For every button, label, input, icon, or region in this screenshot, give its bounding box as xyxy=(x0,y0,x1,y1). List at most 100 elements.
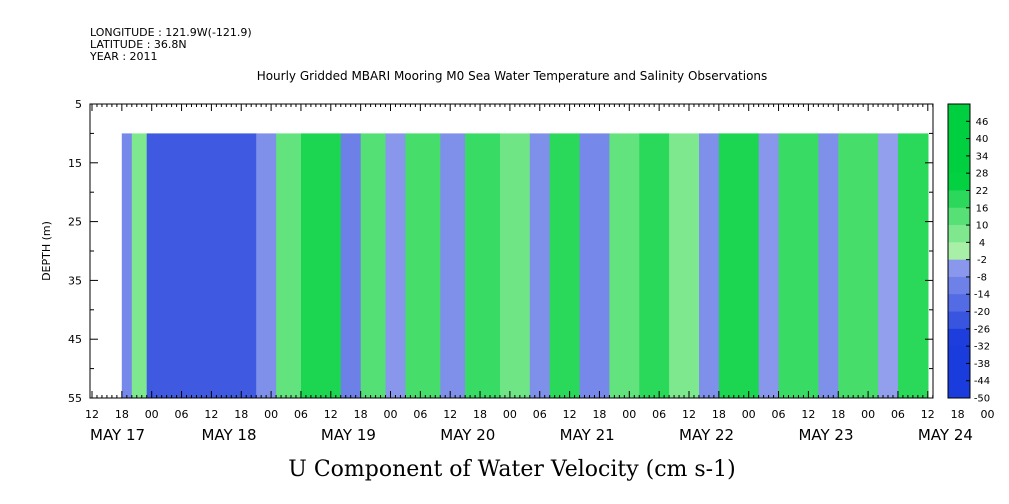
colorbar-tick-label: 34 xyxy=(976,151,989,162)
x-date-label: MAY 20 xyxy=(440,426,495,444)
y-axis-label: DEPTH (m) xyxy=(40,221,53,281)
colorbar-tick-label: 4 xyxy=(979,238,985,249)
y-tick-label: 55 xyxy=(68,392,82,405)
colorbar-tick-label: -38 xyxy=(974,359,990,370)
colorbar-segment xyxy=(948,259,970,278)
x-tick-label: 12 xyxy=(204,408,218,421)
heatmap-band xyxy=(465,133,501,398)
x-tick-label: 18 xyxy=(354,408,368,421)
heatmap-band xyxy=(276,133,302,398)
colorbar-tick-label: -26 xyxy=(974,324,990,335)
chart-title: Hourly Gridded MBARI Mooring M0 Sea Wate… xyxy=(257,69,768,83)
heatmap-band xyxy=(818,133,839,398)
x-tick-label: 12 xyxy=(85,408,99,421)
x-tick-label: 18 xyxy=(473,408,487,421)
colorbar-tick-label: 28 xyxy=(976,169,989,180)
heatmap-band xyxy=(898,133,929,398)
colorbar-segment xyxy=(948,121,970,139)
x-tick-label: 12 xyxy=(921,408,935,421)
colorbar-segment xyxy=(948,155,970,174)
colorbar-segment xyxy=(948,138,970,157)
x-tick-label: 00 xyxy=(981,408,995,421)
colorbar-segment xyxy=(948,104,970,122)
heatmap-band xyxy=(301,133,342,398)
colorbar-frame xyxy=(947,103,971,399)
heatmap-band xyxy=(699,133,720,398)
colorbar-segment xyxy=(948,294,970,312)
colorbar-tick-label: 16 xyxy=(976,203,989,214)
x-tick-label: 18 xyxy=(831,408,845,421)
x-tick-label: 18 xyxy=(234,408,248,421)
heatmap-band xyxy=(758,133,780,398)
x-tick-label: 18 xyxy=(712,408,726,421)
heatmap-band xyxy=(256,133,277,398)
heatmap-band xyxy=(579,133,611,398)
x-tick-label: 00 xyxy=(384,408,398,421)
heatmap-band xyxy=(340,133,362,398)
heatmap-band xyxy=(609,133,640,398)
x-tick-label: 12 xyxy=(682,408,696,421)
colorbar-segment xyxy=(948,328,970,347)
x-date-label: MAY 18 xyxy=(201,426,256,444)
x-tick-label: 06 xyxy=(294,408,308,421)
heatmap-band xyxy=(500,133,531,398)
x-tick-label: 12 xyxy=(563,408,577,421)
heatmap-band xyxy=(878,133,899,398)
heatmap-band xyxy=(131,133,148,398)
x-tick-label: 06 xyxy=(533,408,547,421)
colorbar-segment xyxy=(948,363,970,382)
colorbar-tick-label: -8 xyxy=(977,272,987,283)
y-tick-label: 15 xyxy=(68,157,82,170)
x-tick-label: 12 xyxy=(443,408,457,421)
x-tick-label: 00 xyxy=(264,408,278,421)
x-tick-label: 06 xyxy=(891,408,905,421)
x-tick-label: 18 xyxy=(951,408,965,421)
heatmap-band xyxy=(385,133,406,398)
heatmap-area xyxy=(121,133,929,398)
heatmap-band xyxy=(669,133,700,398)
heatmap-band xyxy=(440,133,466,398)
x-tick-label: 00 xyxy=(503,408,517,421)
y-axis: 5 15 25 35 45 55 xyxy=(68,98,933,405)
x-tick-label: 06 xyxy=(652,408,666,421)
x-tick-label: 06 xyxy=(175,408,189,421)
y-tick-label: 25 xyxy=(68,216,82,229)
heatmap-band xyxy=(838,133,879,398)
heatmap-band xyxy=(121,133,133,398)
y-tick-label: 35 xyxy=(68,274,82,287)
colorbar-segment xyxy=(948,311,970,330)
heatmap-band xyxy=(360,133,387,398)
x-date-label: MAY 22 xyxy=(679,426,734,444)
colorbar-tick-label: -44 xyxy=(974,376,990,387)
colorbar: 46 40 34 28 22 16 10 4 -2 -8 -14 -20 -26 -32 -38 -44 -50 xyxy=(947,103,990,405)
colorbar-segment xyxy=(948,380,970,399)
x-tick-label: 12 xyxy=(801,408,815,421)
x-tick-label: 18 xyxy=(115,408,129,421)
heatmap-band xyxy=(549,133,581,398)
x-tick-label: 00 xyxy=(742,408,756,421)
x-date-label: MAY 24 xyxy=(918,426,973,444)
colorbar-tick-label: 10 xyxy=(976,221,989,232)
colorbar-tick-label: 22 xyxy=(976,186,989,197)
longitude-label: LONGITUDE : 121.9W(-121.9) xyxy=(90,26,252,39)
colorbar-segment xyxy=(948,190,970,209)
colorbar-segment xyxy=(948,225,970,243)
heatmap-band xyxy=(529,133,551,398)
x-date-label: MAY 17 xyxy=(90,426,145,444)
x-axis-label: U Component of Water Velocity (cm s-1) xyxy=(288,457,735,482)
y-tick-label: 45 xyxy=(68,333,82,346)
heatmap-band xyxy=(718,133,760,398)
x-tick-label: 00 xyxy=(145,408,159,421)
heatmap-band xyxy=(639,133,670,398)
x-tick-label: 00 xyxy=(861,408,875,421)
colorbar-segment xyxy=(948,242,970,261)
colorbar-tick-label: -2 xyxy=(977,255,987,266)
x-date-label: MAY 23 xyxy=(798,426,853,444)
colorbar-tick-label: -14 xyxy=(974,290,990,301)
x-tick-label: 18 xyxy=(592,408,606,421)
colorbar-segment xyxy=(948,173,970,191)
x-tick-label: 12 xyxy=(324,408,338,421)
latitude-label: LATITUDE : 36.8N xyxy=(90,38,187,51)
colorbar-tick-label: -32 xyxy=(974,342,990,353)
